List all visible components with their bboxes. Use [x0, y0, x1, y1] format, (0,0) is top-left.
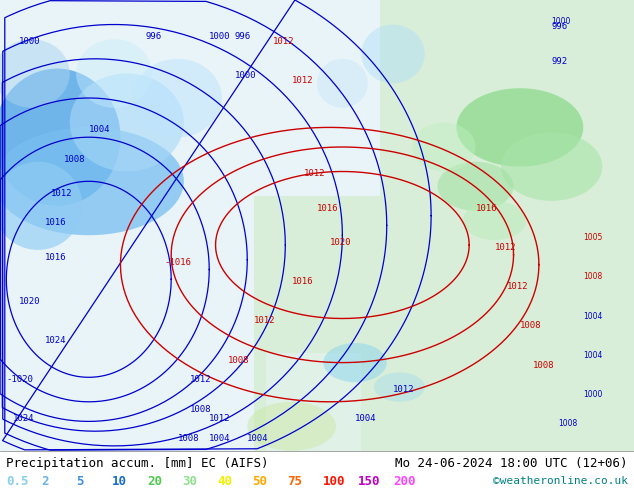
Ellipse shape: [0, 127, 184, 235]
Text: 1012: 1012: [393, 385, 415, 394]
Ellipse shape: [501, 132, 602, 201]
Text: 1008: 1008: [190, 405, 212, 414]
Text: 1008: 1008: [558, 419, 577, 428]
Text: 1004: 1004: [247, 434, 269, 443]
Text: 1024: 1024: [13, 415, 34, 423]
Text: 1000: 1000: [19, 37, 41, 46]
Text: 30: 30: [182, 475, 197, 488]
Text: 2: 2: [41, 475, 49, 488]
Ellipse shape: [412, 122, 476, 172]
Text: 1004: 1004: [209, 434, 231, 443]
Text: 1016: 1016: [44, 219, 66, 227]
Text: 1008: 1008: [583, 272, 602, 281]
Text: 50: 50: [252, 475, 268, 488]
Text: 1016: 1016: [292, 277, 313, 286]
Text: -1016: -1016: [165, 258, 191, 267]
Text: 1012: 1012: [209, 415, 231, 423]
Ellipse shape: [323, 343, 387, 382]
Text: 1000: 1000: [235, 72, 256, 80]
Text: Precipitation accum. [mm] EC (AIFS): Precipitation accum. [mm] EC (AIFS): [6, 457, 269, 469]
Ellipse shape: [247, 402, 336, 451]
Text: 1000: 1000: [583, 390, 603, 399]
Text: 1004: 1004: [583, 351, 603, 360]
Text: 100: 100: [323, 475, 346, 488]
Text: 1016: 1016: [476, 204, 497, 213]
Text: 1020: 1020: [330, 238, 351, 247]
Text: 1000: 1000: [209, 32, 231, 41]
Text: 10: 10: [112, 475, 127, 488]
FancyBboxPatch shape: [266, 353, 361, 451]
Text: 1004: 1004: [89, 125, 110, 134]
Text: 996: 996: [552, 23, 567, 31]
Text: 1012: 1012: [495, 243, 516, 252]
Text: 1000: 1000: [552, 18, 571, 26]
Text: 1004: 1004: [355, 415, 377, 423]
FancyBboxPatch shape: [0, 0, 254, 451]
Ellipse shape: [361, 24, 425, 83]
Ellipse shape: [437, 162, 514, 211]
Text: 1012: 1012: [254, 317, 275, 325]
Ellipse shape: [0, 39, 70, 108]
Ellipse shape: [374, 372, 425, 402]
Text: 75: 75: [288, 475, 302, 488]
Text: 5: 5: [77, 475, 84, 488]
Text: 996: 996: [146, 32, 162, 41]
Ellipse shape: [0, 69, 120, 206]
Text: Mo 24-06-2024 18:00 UTC (12+06): Mo 24-06-2024 18:00 UTC (12+06): [395, 457, 628, 469]
Ellipse shape: [76, 39, 152, 108]
Text: 1012: 1012: [273, 37, 294, 46]
Ellipse shape: [317, 59, 368, 108]
Text: 0.5: 0.5: [6, 475, 29, 488]
Text: 1008: 1008: [520, 321, 541, 330]
Text: 992: 992: [552, 57, 567, 66]
Text: ©weatheronline.co.uk: ©weatheronline.co.uk: [493, 476, 628, 486]
Text: 1020: 1020: [19, 297, 41, 306]
Ellipse shape: [456, 88, 583, 167]
Text: 200: 200: [393, 475, 415, 488]
Text: 1008: 1008: [178, 434, 199, 443]
Text: 1012: 1012: [190, 375, 212, 384]
Text: 1005: 1005: [583, 233, 603, 242]
Text: 1024: 1024: [44, 336, 66, 345]
Text: 1008: 1008: [63, 155, 85, 164]
Ellipse shape: [133, 59, 222, 137]
Text: 1004: 1004: [583, 312, 603, 320]
FancyBboxPatch shape: [0, 0, 634, 451]
Text: 1012: 1012: [51, 189, 72, 198]
Ellipse shape: [463, 201, 526, 240]
Ellipse shape: [0, 162, 82, 250]
Ellipse shape: [70, 74, 184, 172]
Text: 996: 996: [235, 32, 250, 41]
Text: -1020: -1020: [6, 375, 33, 384]
Text: 1012: 1012: [304, 170, 326, 178]
Text: 1012: 1012: [292, 76, 313, 85]
Text: 20: 20: [147, 475, 162, 488]
Text: 40: 40: [217, 475, 232, 488]
Text: 1008: 1008: [533, 361, 554, 369]
Text: 150: 150: [358, 475, 380, 488]
Text: 1012: 1012: [507, 282, 529, 291]
Text: 1008: 1008: [228, 356, 250, 365]
Text: 1016: 1016: [317, 204, 339, 213]
Text: 1016: 1016: [44, 253, 66, 262]
FancyBboxPatch shape: [254, 0, 380, 196]
